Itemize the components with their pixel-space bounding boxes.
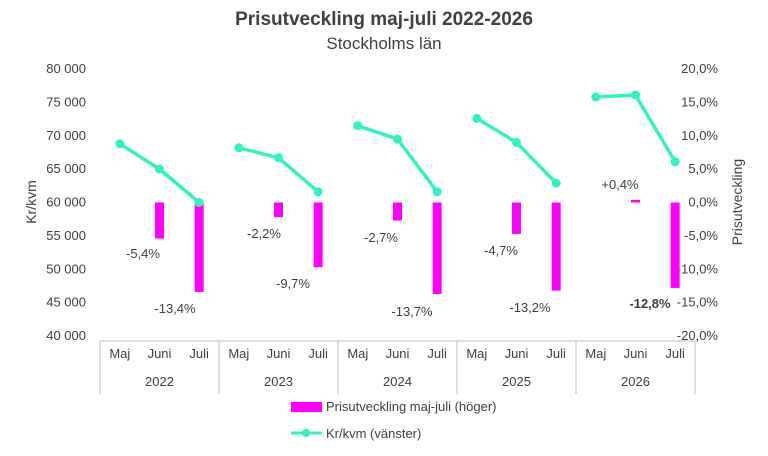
x-tick-label-month: Maj [228,346,249,361]
bar-2025-juni [512,202,521,234]
x-tick-label-month: Juni [267,346,291,361]
line-point-2026-maj [591,92,601,102]
line-segment-2025 [475,116,558,185]
y-left-tick-label: 50 000 [46,261,86,276]
data-label: -13,4% [154,301,196,316]
line-series [115,90,680,207]
y-left-tick-label: 65 000 [46,161,86,176]
data-label: -5,4% [126,246,160,261]
y-left-tick-label: 75 000 [46,94,86,109]
y-right-tick-label: -5,0% [684,228,718,243]
y-left-axis-label: Kr/kvm [23,180,39,224]
line-point-2023-juli [313,187,323,197]
line-point-2024-maj [353,121,363,131]
x-tick-label-month: Juni [624,346,648,361]
bar-2026-juni [631,199,640,203]
line-point-2025-maj [472,113,482,123]
line-point-2026-juli [670,157,680,167]
data-labels: -5,4% -13,4% -2,2% -9,7% -2,7% -13,7% -4,7% -13… [126,177,671,319]
line-point-2022-juni [155,164,164,174]
y-left-tick-label: 80 000 [46,61,86,76]
x-tick-label-month: Juni [386,346,410,361]
y-right-axis-label: Prisutveckling [729,159,745,245]
y-right-tick-labels: -20,0% -15,0% -10,0% -5,0% 0,0% 5,0% 10,0% 15,0… [677,61,719,343]
line-segment-2026 [595,93,677,163]
data-label: -2,2% [247,226,281,241]
x-tick-label-year: 2022 [145,374,174,389]
line-point-2023-maj [234,143,244,153]
line-point-2024-juli [432,187,442,197]
line-point-2023-juni [274,153,283,163]
bar-2026-juli [670,202,680,288]
y-left-tick-label: 55 000 [46,228,86,243]
legend: Prisutveckling maj-juli (höger) Kr/kvm (… [291,399,497,441]
x-tick-label-month: Maj [585,346,606,361]
x-tick-label-month: Juli [665,346,685,361]
data-label: -13,7% [391,304,433,319]
legend-label-bar: Prisutveckling maj-juli (höger) [326,399,497,414]
x-tick-label-month: Juli [546,346,566,361]
line-point-2022-maj [115,139,125,149]
line-point-2025-juni [512,137,521,147]
data-label: +0,4% [601,177,639,192]
x-tick-label-year: 2026 [621,374,650,389]
y-left-tick-label: 70 000 [46,128,86,143]
chart-title: Prisutveckling maj-juli 2022-2026 [235,9,533,30]
y-right-tick-label: -20,0% [677,328,719,343]
x-tick-label-month: Juli [308,346,328,361]
y-left-tick-labels: 40 000 45 000 50 000 55 000 60 000 65 000 70 0… [46,61,86,343]
y-right-tick-label: -15,0% [677,295,719,310]
x-tick-label-month: Maj [347,346,368,361]
y-right-tick-label: 20,0% [681,61,718,76]
line-point-2025-juli [551,178,561,188]
x-tick-label-month: Juni [505,346,529,361]
x-tick-label-month: Maj [109,346,130,361]
y-left-tick-label: 40 000 [46,328,86,343]
y-left-tick-label: 45 000 [46,295,86,310]
data-label: -2,7% [364,230,398,245]
bar-series [155,199,680,294]
legend-label-line: Kr/kvm (vänster) [326,426,421,441]
y-right-tick-label: 15,0% [681,94,718,109]
bar-2022-juli [194,202,204,292]
legend-swatch-marker [302,429,310,437]
x-tick-label-month: Juli [427,346,447,361]
data-label: -9,7% [276,276,310,291]
y-left-tick-label: 60 000 [46,195,86,210]
bar-2024-juni [393,202,402,221]
x-tick-label-year: 2023 [264,374,293,389]
line-point-2024-juni [393,134,402,144]
line-point-2026-juni [631,90,640,100]
bar-2023-juli [313,202,323,268]
x-tick-label-year: 2025 [502,374,531,389]
x-tick-label-year: 2024 [383,374,412,389]
x-axis: Maj Juni Juli 2022 Maj Juni Juli 2023 Maj Juni Jul… [99,340,696,394]
x-tick-label-month: Maj [466,346,487,361]
y-right-tick-label: -10,0% [677,261,719,276]
x-tick-label-month: Juli [189,346,209,361]
bar-2024-juli [432,202,442,294]
chart-subtitle: Stockholms län [326,34,441,53]
bar-2022-juni [155,202,164,239]
legend-swatch-bar [291,402,322,412]
y-right-tick-label: 5,0% [688,161,718,176]
y-right-tick-label: 10,0% [681,128,718,143]
data-label: -13,2% [509,300,551,315]
line-point-2022-juli [194,198,204,207]
data-label: -4,7% [484,243,518,258]
bar-2023-juni [274,202,283,218]
y-right-tick-label: 0,0% [688,195,718,210]
bar-2025-juli [551,202,561,291]
data-label: -12,8% [629,296,671,311]
x-tick-label-month: Juni [148,346,172,361]
